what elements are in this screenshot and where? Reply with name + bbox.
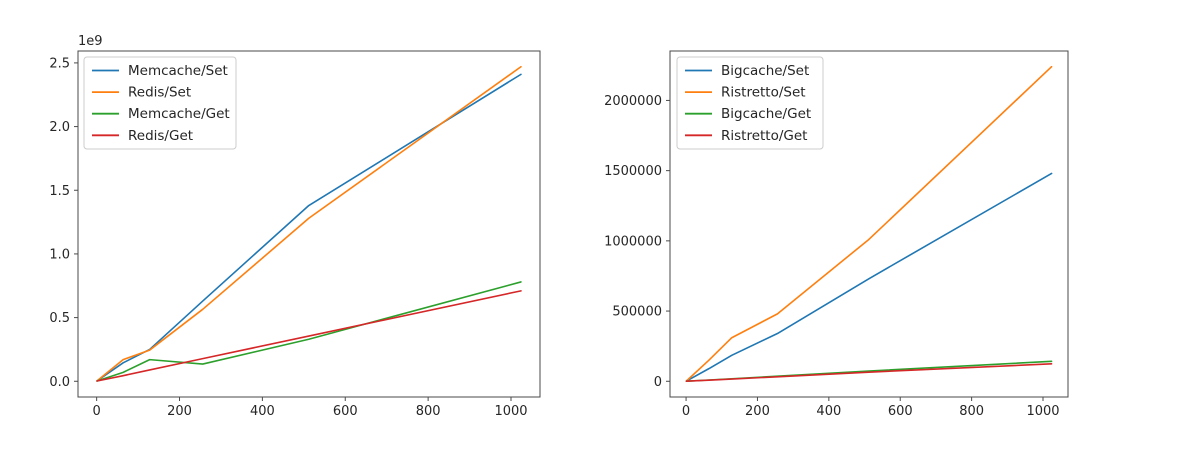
x-tick-label: 1000 (1026, 404, 1059, 419)
chart-canvas-left: 0 200 400 600 800 1000 0.0 0.5 1.0 1.5 2.0 2.5 1e9 Me… (49, 34, 541, 419)
legend-label: Bigcache/Set (721, 63, 809, 79)
legend-label: Redis/Set (128, 85, 191, 101)
x-tick-label: 400 (250, 404, 275, 419)
y-tick-label: 1.0 (49, 247, 70, 262)
y-tick-label: 2.0 (49, 120, 70, 135)
series-line-bigcache-set (685, 172, 1053, 382)
chart-canvas-right: 0 200 400 600 800 1000 0 500000 1000000 1500000 20… (604, 50, 1069, 419)
x-tick-label: 200 (167, 404, 192, 419)
series-line-memcache-get (96, 281, 522, 382)
series-line-redis-set (96, 65, 522, 382)
y-tick-label: 2.5 (49, 56, 70, 71)
y-tick-label: 1500000 (604, 164, 662, 179)
axes-frame (669, 50, 1069, 398)
x-tick-label: 600 (888, 404, 913, 419)
series-line-redis-get (96, 290, 522, 382)
y-tick-label: 500000 (612, 305, 662, 320)
y-axis-offset-label: 1e9 (78, 34, 103, 49)
legend-label: Bigcache/Get (721, 106, 811, 122)
legend-box (83, 56, 237, 150)
legend-label: Ristretto/Get (721, 128, 807, 144)
chart-memcache-redis: 0 200 400 600 800 1000 0.0 0.5 1.0 1.5 2.0 2.5 1e9 Me… (49, 34, 541, 419)
x-tick-label: 200 (745, 404, 770, 419)
y-tick-label: 1.5 (49, 184, 70, 199)
x-tick-label: 600 (333, 404, 358, 419)
legend-label: Memcache/Get (128, 106, 230, 122)
series-line-memcache-set (96, 73, 522, 382)
series-line-ristretto-get (685, 363, 1053, 383)
legend-label: Ristretto/Set (721, 85, 806, 101)
y-tick-label: 1000000 (604, 234, 662, 249)
y-tick-label: 2000000 (604, 94, 662, 109)
x-tick-label: 800 (416, 404, 441, 419)
y-tick-label: 0.0 (49, 375, 70, 390)
series-line-ristretto-set (685, 65, 1053, 382)
y-tick-label: 0 (654, 375, 662, 390)
legend-label: Redis/Get (128, 128, 193, 144)
legend-box (676, 56, 824, 150)
x-tick-label: 1000 (494, 404, 527, 419)
x-tick-label: 400 (816, 404, 841, 419)
y-tick-label: 0.5 (49, 311, 70, 326)
axes-frame (77, 50, 541, 398)
chart-bigcache-ristretto: 0 200 400 600 800 1000 0 500000 1000000 1500000 20… (600, 0, 1200, 450)
legend-label: Memcache/Set (128, 63, 228, 79)
x-tick-label: 0 (93, 404, 101, 419)
x-tick-label: 800 (959, 404, 984, 419)
x-tick-label: 0 (682, 404, 690, 419)
